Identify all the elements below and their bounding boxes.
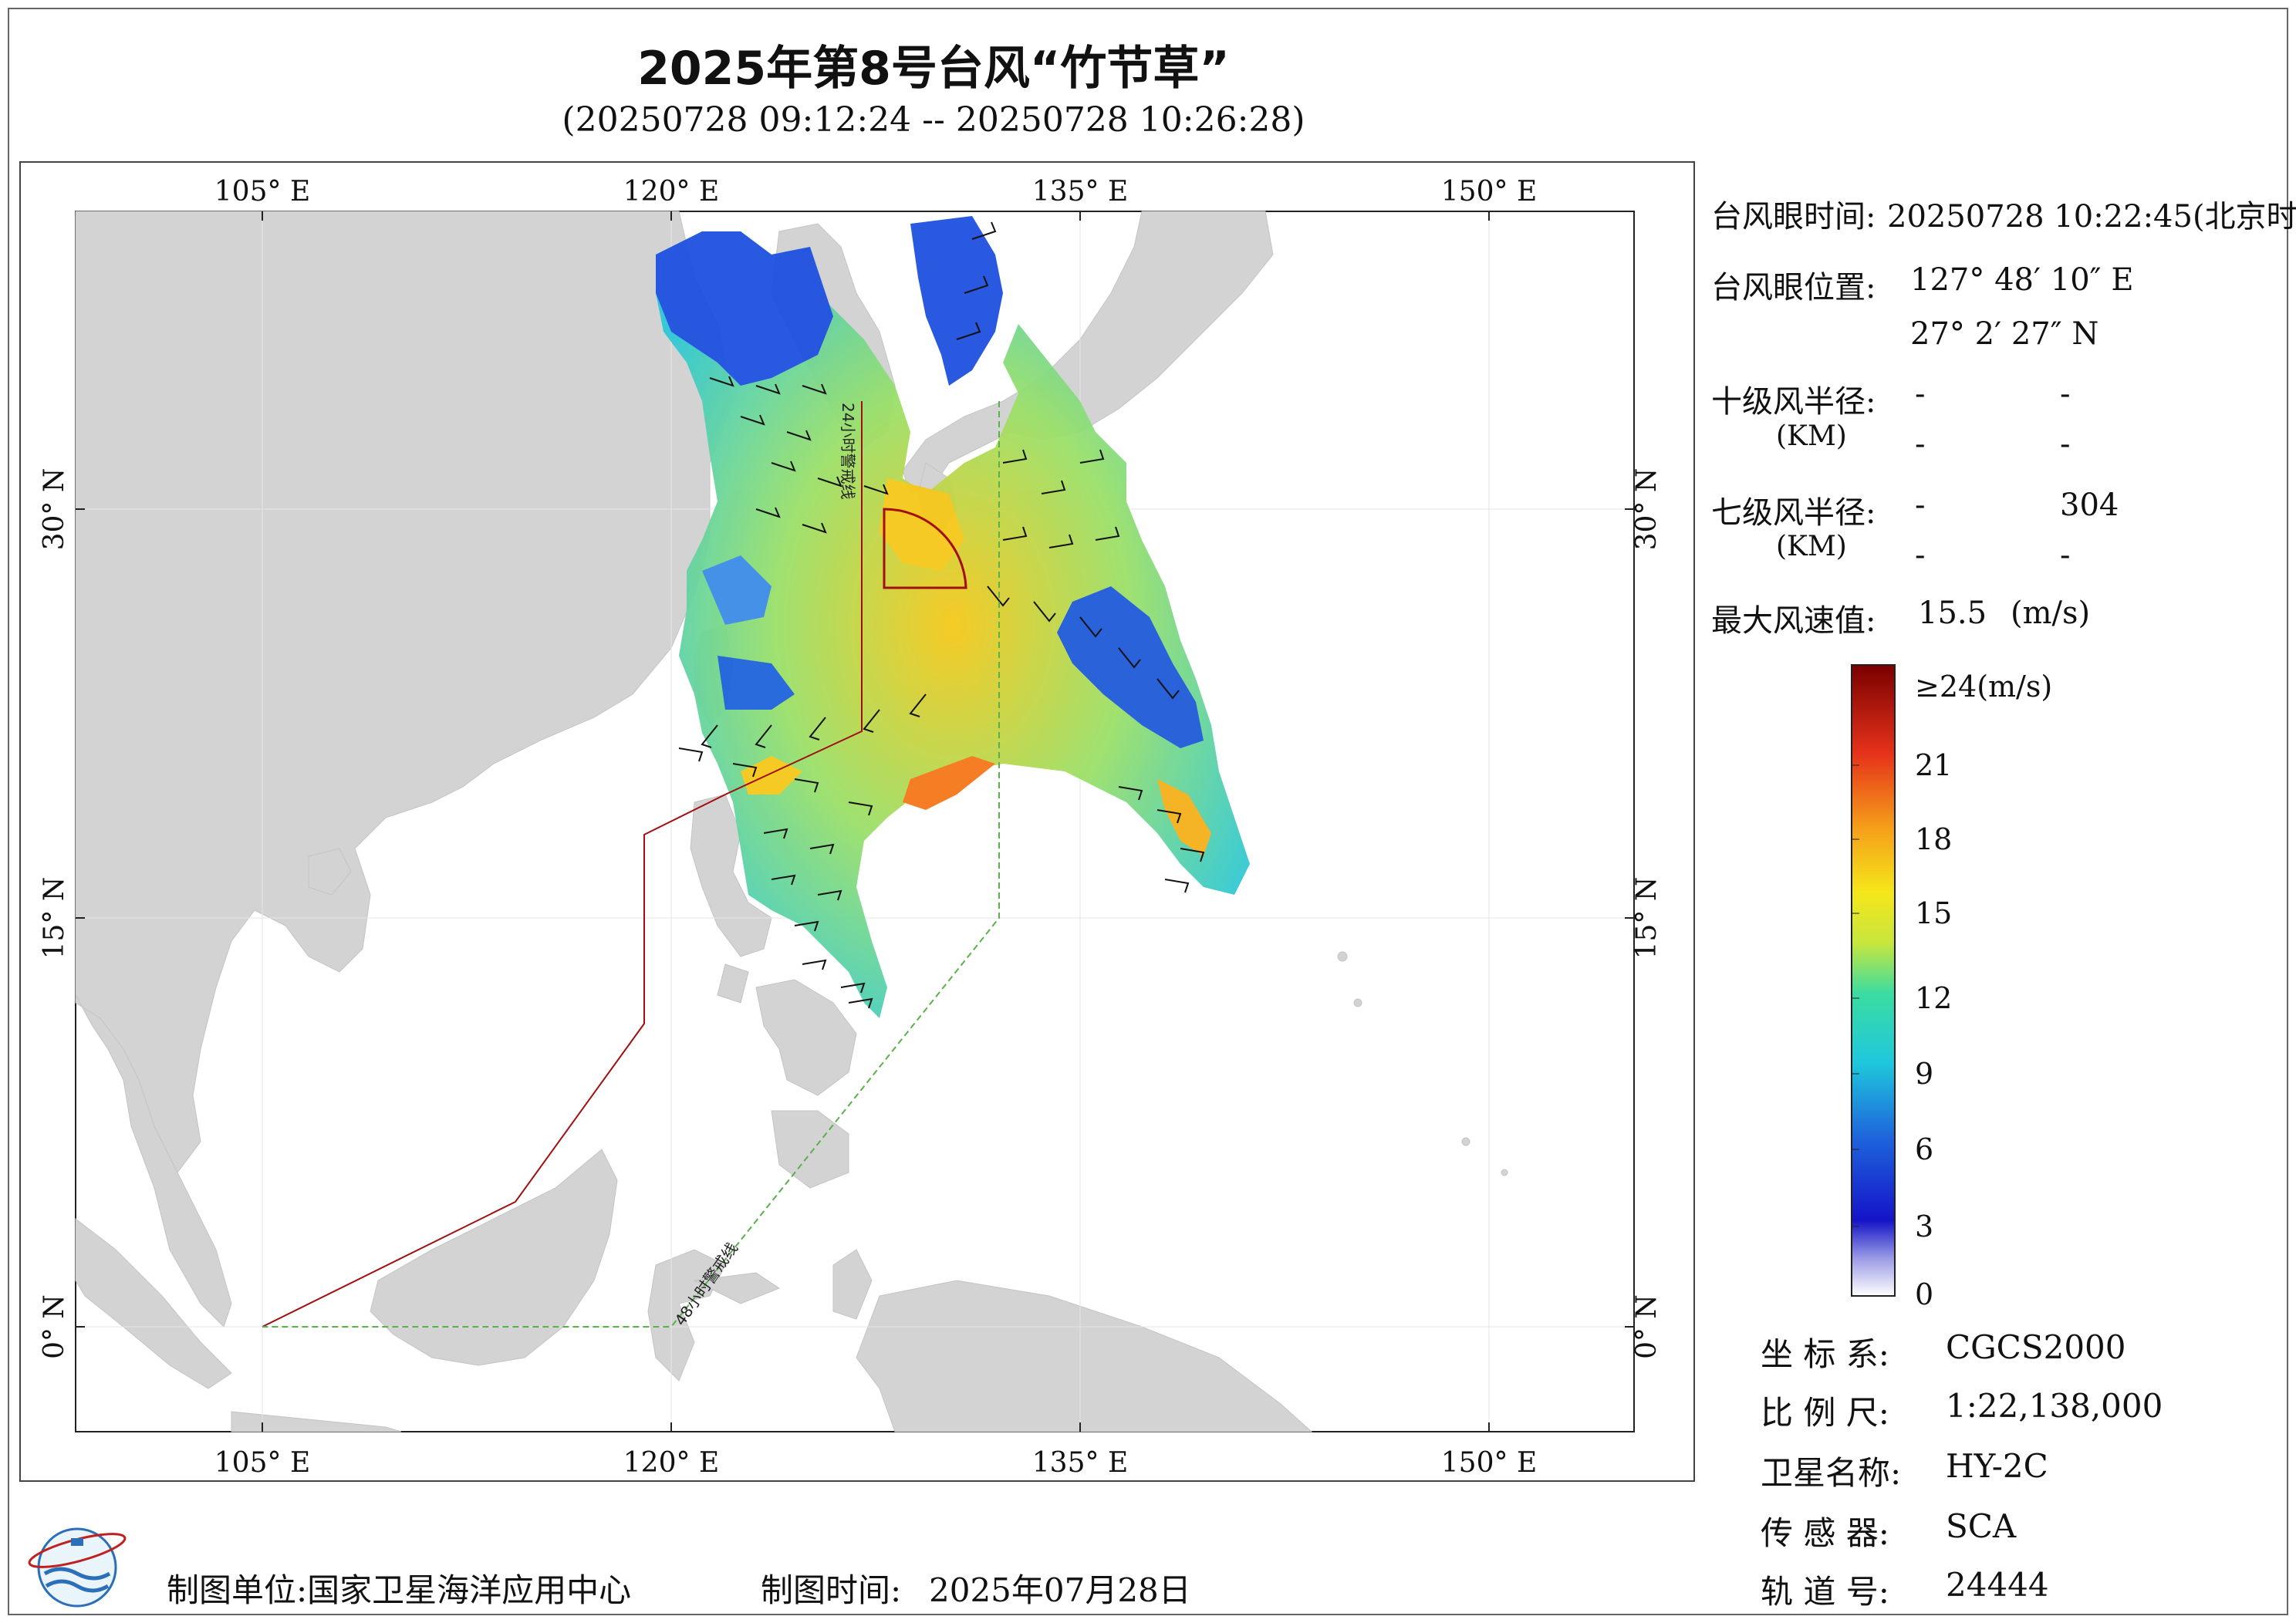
lon-label-bottom-150: 150° E bbox=[1441, 1447, 1537, 1479]
wind-barbs bbox=[678, 221, 1205, 1009]
legend-tick-3: 3 bbox=[1915, 1210, 1934, 1243]
eye-position-label: 台风眼位置: bbox=[1711, 270, 1876, 305]
r7-label: 七级风半径: bbox=[1711, 495, 1876, 531]
legend-tick-15: 15 bbox=[1915, 896, 1953, 930]
lon-label-top-150: 150° E bbox=[1441, 176, 1537, 208]
production-time-label: 制图时间: bbox=[761, 1571, 902, 1609]
lon-label-bottom-105: 105° E bbox=[214, 1447, 310, 1479]
production-unit: 制图单位:国家卫星海洋应用中心 bbox=[167, 1571, 632, 1609]
meta-label: 卫星名称: bbox=[1761, 1454, 1902, 1492]
lon-label-top-105: 105° E bbox=[214, 176, 310, 208]
axis-ticks bbox=[76, 211, 1634, 1432]
meta-label: 比 例 尺: bbox=[1761, 1394, 1889, 1432]
lat-label-left-15: 15° N bbox=[39, 877, 70, 960]
wind-swath bbox=[656, 216, 1250, 1018]
meta-value: SCA bbox=[1946, 1507, 2017, 1545]
lon-label-bottom-120: 120° E bbox=[623, 1447, 719, 1479]
r10-value-1: - bbox=[1915, 376, 1926, 412]
warning-line-24h bbox=[262, 401, 863, 1328]
meta-satellite: 卫星名称: HY-2C bbox=[1761, 1447, 2048, 1494]
r10-label: 十级风半径: bbox=[1711, 384, 1876, 420]
legend-top-label: ≥24(m/s) bbox=[1915, 670, 2053, 704]
meta-label: 传 感 器: bbox=[1761, 1514, 1889, 1552]
warning-line-48h bbox=[262, 401, 1000, 1328]
lat-label-left-30: 30° N bbox=[39, 468, 70, 551]
lon-label-top-135: 135° E bbox=[1032, 176, 1128, 208]
lat-label-right-30: 30° N bbox=[1631, 468, 1663, 551]
r10-value-3: - bbox=[1915, 427, 1926, 462]
lon-label-top-120: 120° E bbox=[623, 176, 719, 208]
r7-unit: (KM) bbox=[1776, 531, 1847, 562]
meta-label: 坐 标 系: bbox=[1761, 1335, 1889, 1373]
max-wind-unit: (m/s) bbox=[2011, 596, 2091, 631]
meta-sensor: 传 感 器: SCA bbox=[1761, 1507, 2016, 1554]
meta-value: 1:22,138,000 bbox=[1946, 1387, 2163, 1425]
meta-orbit: 轨 道 号: 24444 bbox=[1761, 1566, 2049, 1613]
production-time-value: 2025年07月28日 bbox=[929, 1571, 1191, 1609]
meta-label: 轨 道 号: bbox=[1761, 1573, 1889, 1611]
r7-value-4: - bbox=[2060, 538, 2071, 573]
lon-label-bottom-135: 135° E bbox=[1032, 1447, 1128, 1479]
typhoon-wind-radius bbox=[883, 508, 967, 589]
meta-coordinate-system: 坐 标 系: CGCS2000 bbox=[1761, 1328, 2125, 1375]
outer-frame bbox=[8, 8, 2288, 1615]
meta-scale: 比 例 尺: 1:22,138,000 bbox=[1761, 1387, 2163, 1434]
eye-longitude: 127° 48′ 10″ E bbox=[1910, 262, 2134, 298]
lat-label-right-0: 0° N bbox=[1631, 1294, 1663, 1359]
legend-tick-0: 0 bbox=[1915, 1277, 1934, 1311]
eye-time-value: 20250728 10:22:45(北京时) bbox=[1887, 199, 2296, 235]
institution-logo bbox=[28, 1527, 127, 1608]
r10-value-2: - bbox=[2060, 376, 2071, 412]
colorbar bbox=[1851, 664, 1896, 1297]
lat-label-right-15: 15° N bbox=[1631, 877, 1663, 960]
r10-value-4: - bbox=[2060, 427, 2071, 462]
r10-unit: (KM) bbox=[1776, 420, 1847, 452]
eye-time-label: 台风眼时间: bbox=[1711, 199, 1876, 235]
lat-label-left-0: 0° N bbox=[39, 1294, 70, 1359]
r7-value-3: - bbox=[1915, 538, 1926, 573]
max-wind-value: 15.5 bbox=[1918, 596, 1987, 631]
legend-tick-12: 12 bbox=[1915, 981, 1953, 1015]
max-wind-label: 最大风速值: bbox=[1711, 603, 1876, 639]
r7-value-2: 304 bbox=[2060, 488, 2119, 523]
legend-tick-6: 6 bbox=[1915, 1132, 1934, 1166]
meta-value: 24444 bbox=[1946, 1566, 2049, 1604]
warning-label-24h: 24小时警戒线 bbox=[839, 403, 857, 499]
meta-value: CGCS2000 bbox=[1946, 1328, 2126, 1366]
map-subtitle: (20250728 09:12:24 -- 20250728 10:26:28) bbox=[562, 100, 1305, 140]
legend-tick-21: 21 bbox=[1915, 748, 1953, 782]
legend-tick-18: 18 bbox=[1915, 822, 1953, 856]
map-title: 2025年第8号台风“竹节草” bbox=[637, 42, 1230, 96]
meta-value: HY-2C bbox=[1946, 1447, 2048, 1485]
r7-value-1: - bbox=[1915, 488, 1926, 523]
legend-tick-9: 9 bbox=[1915, 1057, 1934, 1091]
eye-latitude: 27° 2′ 27″ N bbox=[1910, 316, 2099, 352]
